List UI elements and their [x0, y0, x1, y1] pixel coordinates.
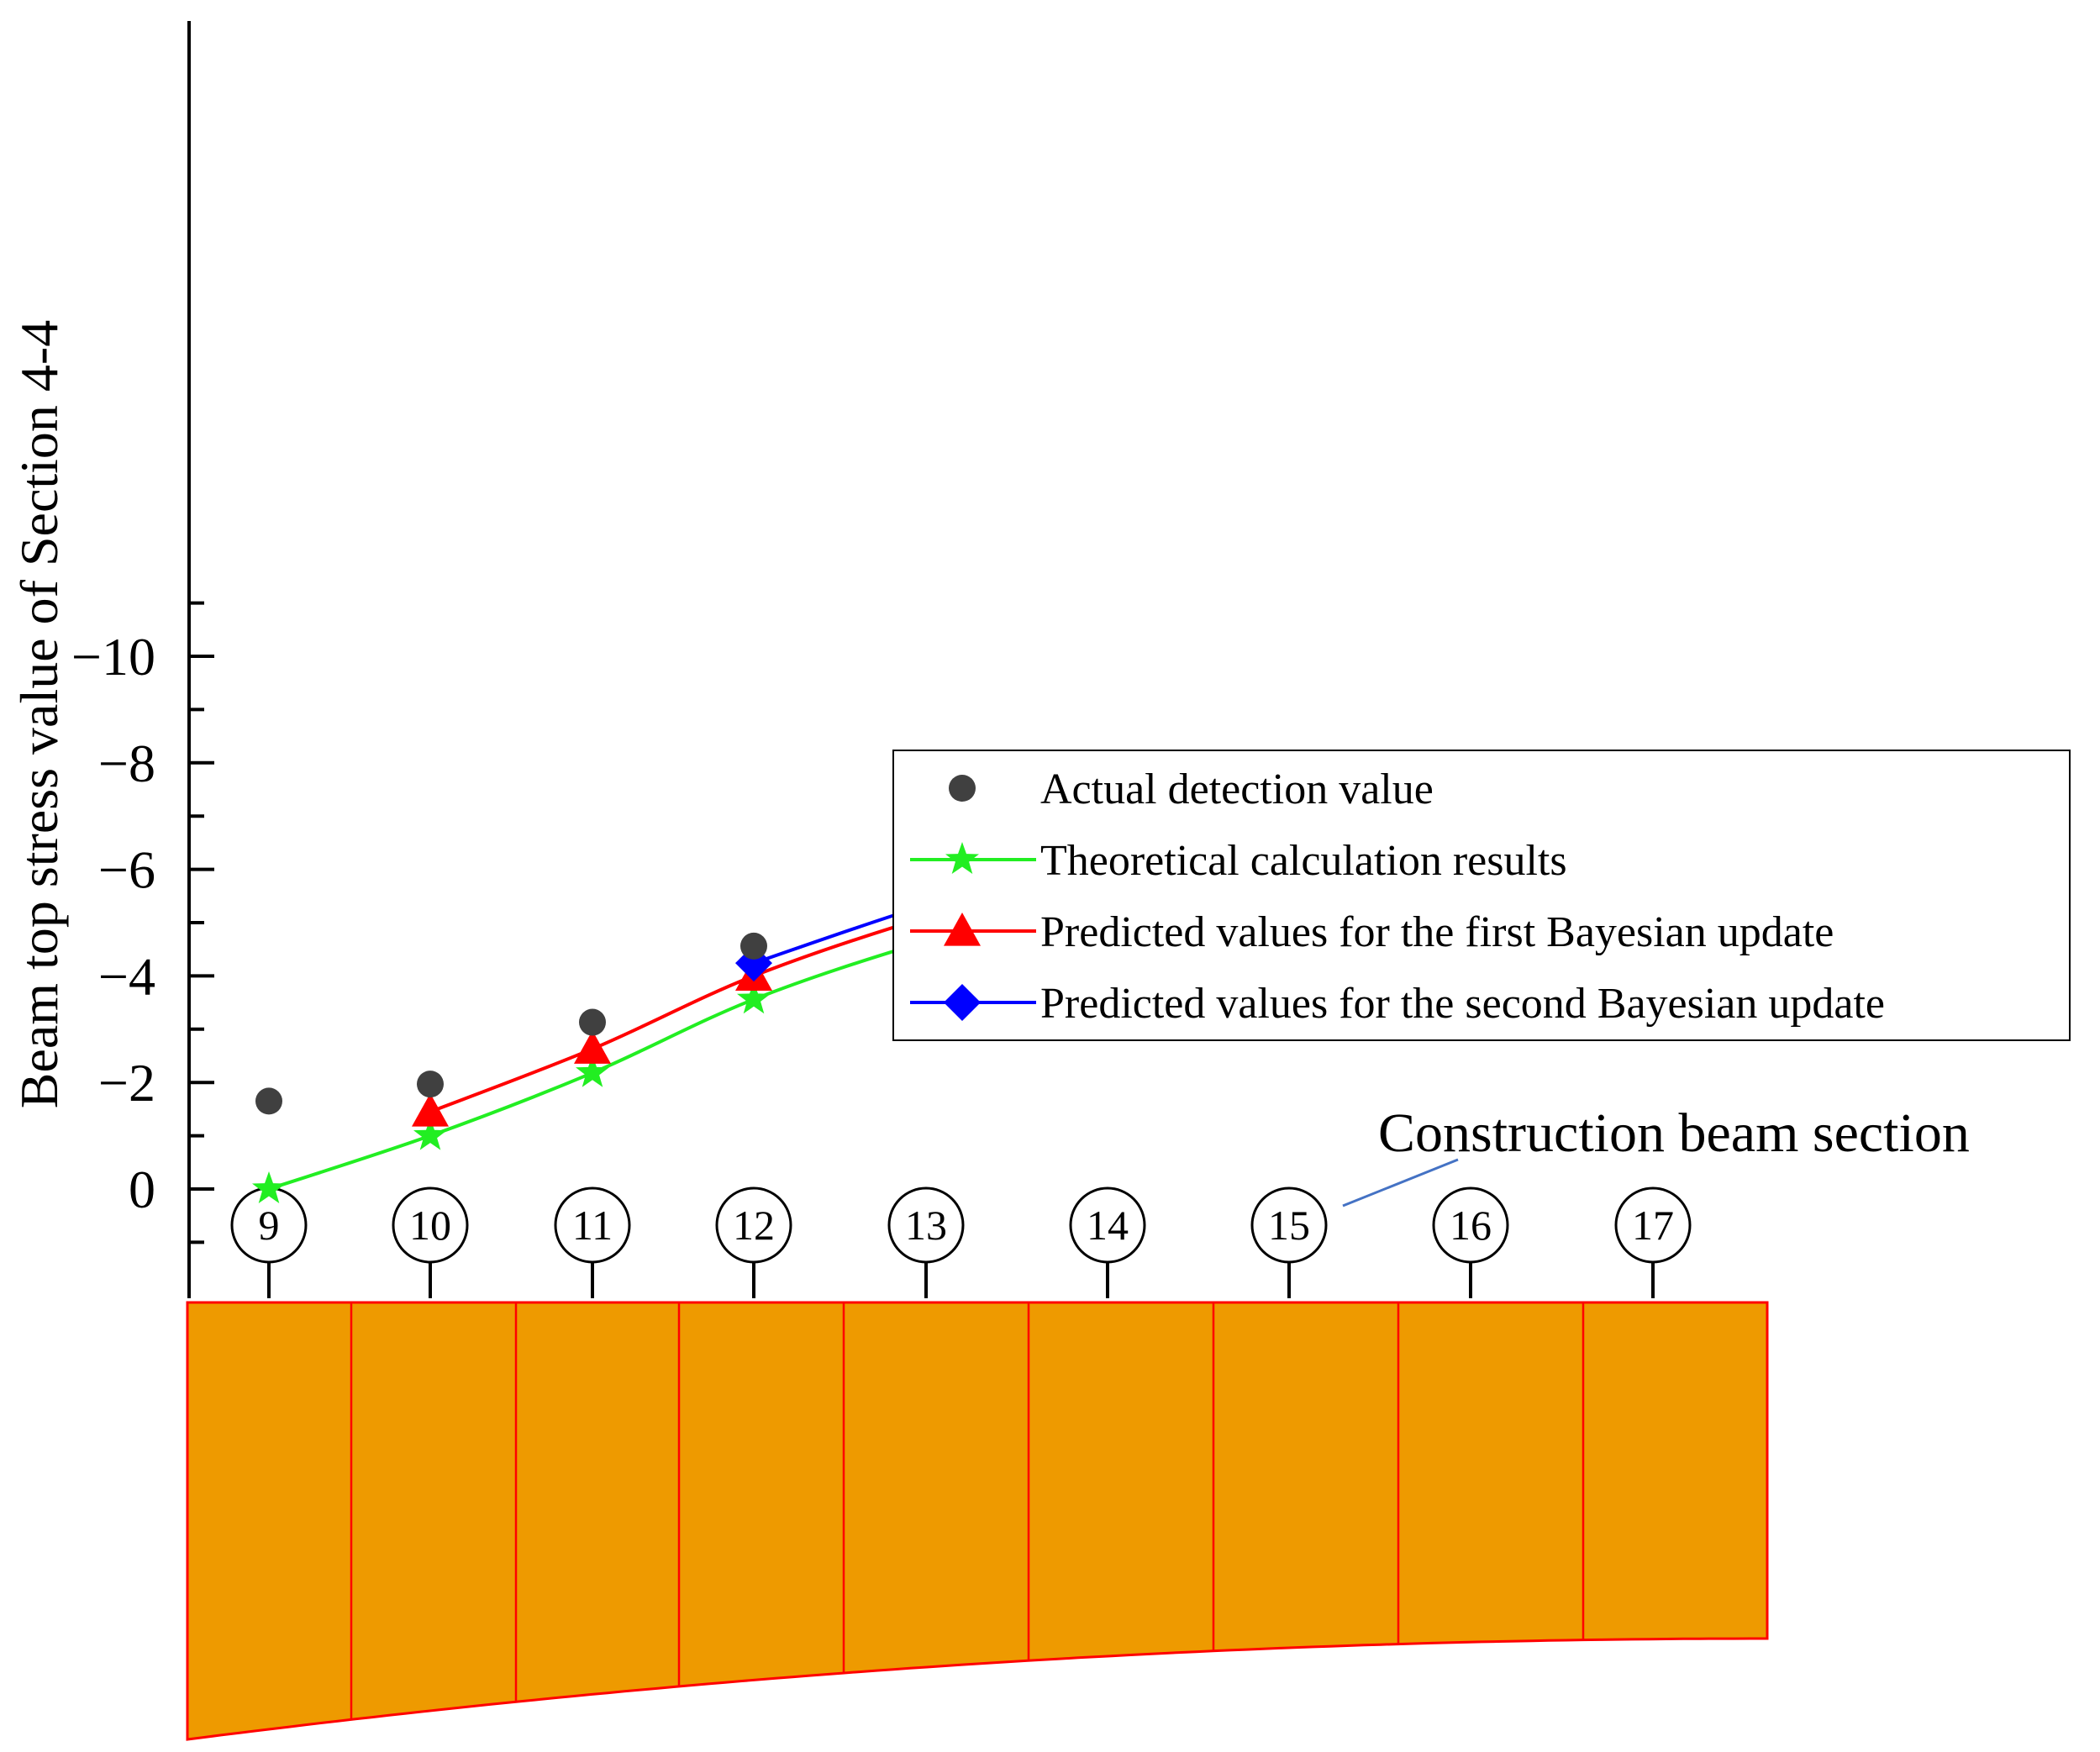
y-axis-label: Beam top stress value of Section 4-4	[9, 320, 69, 1108]
legend-item: Theoretical calculation results	[910, 837, 1567, 885]
legend-label: Actual detection value	[1040, 766, 1434, 813]
beam-body	[186, 1301, 1769, 1741]
legend-label: Predicted values for the second Bayesian…	[1040, 980, 1885, 1028]
legend-label: Predicted values for the first Bayesian …	[1040, 908, 1834, 956]
section-label: 15	[1268, 1202, 1310, 1249]
section-circle	[392, 1186, 469, 1264]
section-circle	[554, 1186, 631, 1264]
section-label: 17	[1632, 1202, 1674, 1249]
legend-box	[892, 750, 2071, 1041]
data-point	[252, 1171, 286, 1203]
data-point	[412, 1093, 449, 1127]
construction-beam	[186, 1301, 1769, 1741]
annotation-text: Construction beam section	[1378, 1102, 1970, 1164]
annotation-leader-line	[1342, 1158, 1459, 1207]
section-circle	[715, 1186, 792, 1264]
legend-marker	[944, 913, 981, 946]
legend-item: Actual detection value	[949, 766, 1434, 813]
y-tick-label: −2	[98, 1053, 155, 1113]
y-tick-label: −4	[98, 946, 155, 1006]
data-point	[255, 1087, 282, 1115]
section-label: 14	[1087, 1202, 1129, 1249]
section-circle	[1069, 1186, 1146, 1264]
annotation: Construction beam section	[1342, 1102, 1970, 1207]
section-circle	[887, 1186, 965, 1264]
x-ticks: 9 10 11 12 13 14 15 16 17	[230, 1186, 1692, 1298]
section-label: 13	[905, 1202, 947, 1249]
legend: Actual detection value Theoretical calcul…	[892, 750, 2071, 1041]
data-point	[417, 1071, 444, 1098]
data-point	[576, 1055, 609, 1087]
legend-marker	[945, 842, 979, 874]
section-label: 10	[409, 1202, 451, 1249]
section-label: 16	[1450, 1202, 1492, 1249]
data-point	[740, 932, 767, 960]
section-label: 12	[733, 1202, 775, 1249]
y-tick-label: −6	[98, 840, 155, 900]
section-circle	[1432, 1186, 1509, 1264]
data-point	[579, 1008, 606, 1036]
legend-item: Predicted values for the first Bayesian …	[910, 908, 1834, 956]
data-point	[574, 1030, 611, 1064]
y-tick-label: −10	[71, 627, 155, 687]
data-point	[737, 981, 771, 1014]
data-point	[413, 1118, 447, 1150]
legend-marker	[944, 984, 981, 1021]
section-circle	[1614, 1186, 1692, 1264]
legend-marker	[949, 775, 976, 802]
section-label: 9	[259, 1202, 280, 1249]
y-axis: 0 −2 −4 −6 −8 −10	[71, 21, 214, 1298]
legend-item: Predicted values for the second Bayesian…	[910, 980, 1885, 1028]
section-circle	[1250, 1186, 1328, 1264]
section-label: 11	[572, 1202, 613, 1249]
legend-label: Theoretical calculation results	[1040, 837, 1567, 885]
y-tick-label: 0	[129, 1160, 155, 1219]
y-tick-label: −8	[98, 734, 155, 793]
